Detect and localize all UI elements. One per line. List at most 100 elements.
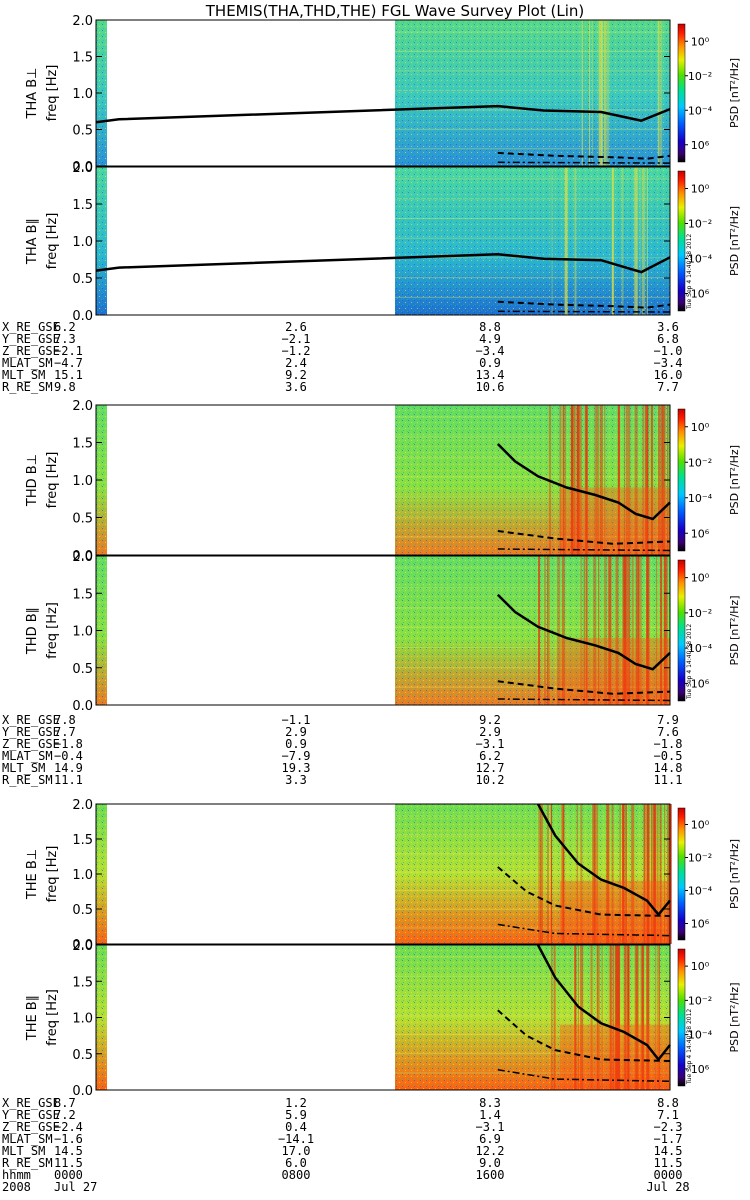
end-date-label: Jul 28	[646, 1180, 689, 1194]
wave-burst	[627, 556, 629, 705]
ephemeris-label: MLT_SM	[2, 368, 45, 382]
y-tick-label: 0.0	[72, 938, 93, 953]
dotdash-frequency-curve	[497, 923, 671, 937]
wave-burst	[634, 945, 638, 1090]
panel-probe-label: THA B∥	[25, 218, 40, 265]
colorbar	[677, 23, 686, 163]
wave-burst	[571, 405, 574, 555]
wave-burst	[659, 20, 663, 166]
ephemeris-value: 2.4	[285, 356, 307, 370]
y-tick-label: 1.5	[72, 51, 93, 66]
wave-burst	[635, 556, 639, 705]
ephemeris-value: 14.9	[54, 761, 83, 775]
wave-burst	[657, 945, 659, 1090]
dotdash-frequency-curve	[497, 1068, 671, 1083]
ephemeris-label: MLAT_SM	[2, 1132, 53, 1146]
spectrogram-panel: 0.0 0.5 1.0 1.5 2.0 THD B⊥ freq [Hz] 10⁶ 10⁻⁴ 10⁻…	[25, 399, 741, 564]
colorbar	[677, 408, 686, 552]
ephemeris-value: 11.5	[654, 1156, 683, 1170]
ephemeris-value: −1.8	[54, 737, 83, 751]
wave-burst	[557, 556, 561, 705]
time-axis-label: hhmm	[2, 1168, 31, 1182]
ephemeris-value: −2.3	[654, 1120, 683, 1134]
wave-burst	[610, 945, 612, 1090]
figure-title: THEMIS(THA,THD,THE) FGL Wave Survey Plot…	[205, 2, 584, 20]
colorbar-tick-label: 10⁻⁴	[688, 492, 713, 505]
wave-burst	[657, 20, 659, 166]
colorbar-tick-label: 10⁶	[691, 1063, 710, 1076]
wave-burst	[638, 556, 640, 705]
ephemeris-value: 1.2	[285, 1096, 307, 1110]
wave-burst	[581, 20, 583, 166]
wave-burst	[608, 945, 610, 1090]
ephemeris-label: Z_RE_GSE	[2, 737, 60, 751]
wave-burst	[580, 804, 583, 944]
gyro-frequency-curve	[536, 803, 671, 917]
wave-burst	[604, 20, 606, 166]
dotdash-frequency-curve	[497, 548, 671, 552]
year-label: 2008	[2, 1180, 31, 1194]
dashed-frequency-curve	[497, 680, 671, 695]
y-tick-label: 0.0	[72, 160, 93, 175]
ephemeris-label: MLT_SM	[2, 1144, 45, 1158]
wave-enhancement	[560, 637, 670, 705]
wave-burst	[615, 945, 619, 1090]
colorbar	[677, 559, 686, 702]
ephemeris-value: 9.8	[54, 380, 76, 394]
wave-burst	[626, 405, 628, 555]
ephemeris-value: 0.9	[285, 737, 307, 751]
wave-burst	[572, 405, 576, 555]
wave-burst	[580, 945, 584, 1090]
wave-burst	[619, 945, 621, 1090]
ephemeris-label: Z_RE_GSE	[2, 344, 60, 358]
y-tick-label: 2.0	[72, 939, 93, 954]
ephemeris-value: 2.9	[479, 725, 501, 739]
ephemeris-value: 12.7	[476, 761, 505, 775]
ephemeris-value: −0.4	[54, 749, 83, 763]
date-stamp: Tue Sep 4 14:40:38 2012	[686, 1009, 693, 1085]
wave-burst	[585, 405, 588, 555]
ephemeris-label: MLAT_SM	[2, 356, 53, 370]
ephemeris-value: −3.1	[476, 737, 505, 751]
wave-burst	[656, 556, 658, 705]
wave-burst	[604, 20, 608, 166]
spectrogram-panel: 0.0 0.5 1.0 1.5 2.0 THA B⊥ freq [Hz] 10⁶ 10⁻⁴ 10⁻…	[25, 14, 741, 175]
y-axis-label: freq [Hz]	[45, 846, 60, 903]
wave-burst	[617, 945, 620, 1090]
ephemeris-value: 10.6	[476, 380, 505, 394]
ephemeris-value: −3.1	[476, 1120, 505, 1134]
wave-burst	[628, 945, 630, 1090]
colorbar-tick-label: 10⁰	[691, 819, 710, 832]
ephemeris-value: 2.6	[285, 320, 307, 334]
colorbar-tick-label: 10⁶	[691, 527, 710, 540]
wave-burst	[646, 405, 649, 555]
y-axis-label: freq [Hz]	[45, 989, 60, 1046]
dotdash-frequency-curve	[497, 161, 671, 164]
wave-burst	[574, 945, 577, 1090]
colorbar-tick-label: 10⁰	[691, 35, 710, 48]
wave-burst	[641, 167, 645, 315]
panel-probe-label: THE B⊥	[25, 849, 40, 900]
y-tick-label: 1.5	[72, 198, 93, 213]
wave-burst	[598, 20, 602, 166]
ephemeris-value: 7.9	[657, 713, 679, 727]
wave-burst	[559, 405, 562, 555]
spectrogram-panel: 0.0 0.5 1.0 1.5 2.0 THA B∥ freq [Hz] 10⁶ 10⁻⁴ 10⁻…	[25, 161, 741, 324]
y-tick-label: 1.0	[72, 235, 93, 250]
dashed-frequency-curve	[497, 151, 671, 160]
y-tick-label: 2.0	[72, 550, 93, 565]
y-tick-label: 0.5	[72, 124, 93, 139]
wave-burst	[611, 804, 614, 944]
ephemeris-label: Y_RE_GSE	[2, 332, 60, 346]
ephemeris-value: 14.5	[54, 1144, 83, 1158]
wave-burst	[643, 804, 646, 944]
ephemeris-value: 4.9	[479, 332, 501, 346]
wave-enhancement	[560, 487, 670, 555]
colorbar-label: PSD [nT²/Hz]	[728, 982, 741, 1052]
ephemeris-value: −1.2	[282, 344, 311, 358]
ephemeris-value: −1.7	[654, 1132, 683, 1146]
wave-burst	[563, 405, 567, 555]
colorbar-tick-label: 10⁻²	[688, 70, 712, 83]
ephemeris-value: 8.8	[479, 320, 501, 334]
ephemeris-value: 7.2	[54, 1108, 76, 1122]
